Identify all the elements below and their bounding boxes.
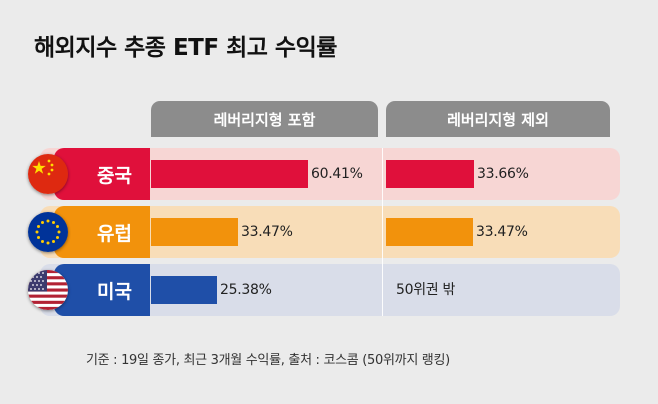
- bar-china-excluding: [386, 160, 474, 188]
- column-header-excluding-leverage: 레버리지형 제외: [386, 101, 610, 137]
- row-label-china: 중국: [54, 148, 150, 200]
- cell-europe-including: 33.47%: [151, 206, 378, 258]
- cell-usa-including: 25.38%: [151, 264, 378, 316]
- footnote: 기준 : 19일 종가, 최근 3개월 수익률, 출처 : 코스콤 (50위까지…: [86, 353, 450, 368]
- eu-flag-icon: [28, 212, 68, 252]
- chart-title: 해외지수 추종 ETF 최고 수익률: [34, 35, 337, 61]
- usa-flag-icon: [28, 270, 68, 310]
- row-label-usa: 미국: [54, 264, 150, 316]
- cell-china-including: 60.41%: [151, 148, 378, 200]
- china-flag-icon: [28, 154, 68, 194]
- column-divider: [382, 148, 383, 316]
- bar-china-including: [151, 160, 308, 188]
- column-header-including-leverage: 레버리지형 포함: [151, 101, 378, 137]
- cell-china-excluding: 33.66%: [386, 148, 610, 200]
- value-europe-including: 33.47%: [241, 224, 293, 240]
- cell-europe-excluding: 33.47%: [386, 206, 610, 258]
- value-usa-including: 25.38%: [220, 282, 272, 298]
- bar-europe-including: [151, 218, 238, 246]
- row-label-europe: 유럽: [54, 206, 150, 258]
- bar-europe-excluding: [386, 218, 473, 246]
- value-china-including: 60.41%: [311, 166, 363, 182]
- value-china-excluding: 33.66%: [477, 166, 529, 182]
- bar-usa-including: [151, 276, 217, 304]
- cell-usa-excluding: 50위권 밖: [386, 264, 610, 316]
- value-europe-excluding: 33.47%: [476, 224, 528, 240]
- value-usa-excluding: 50위권 밖: [396, 282, 456, 298]
